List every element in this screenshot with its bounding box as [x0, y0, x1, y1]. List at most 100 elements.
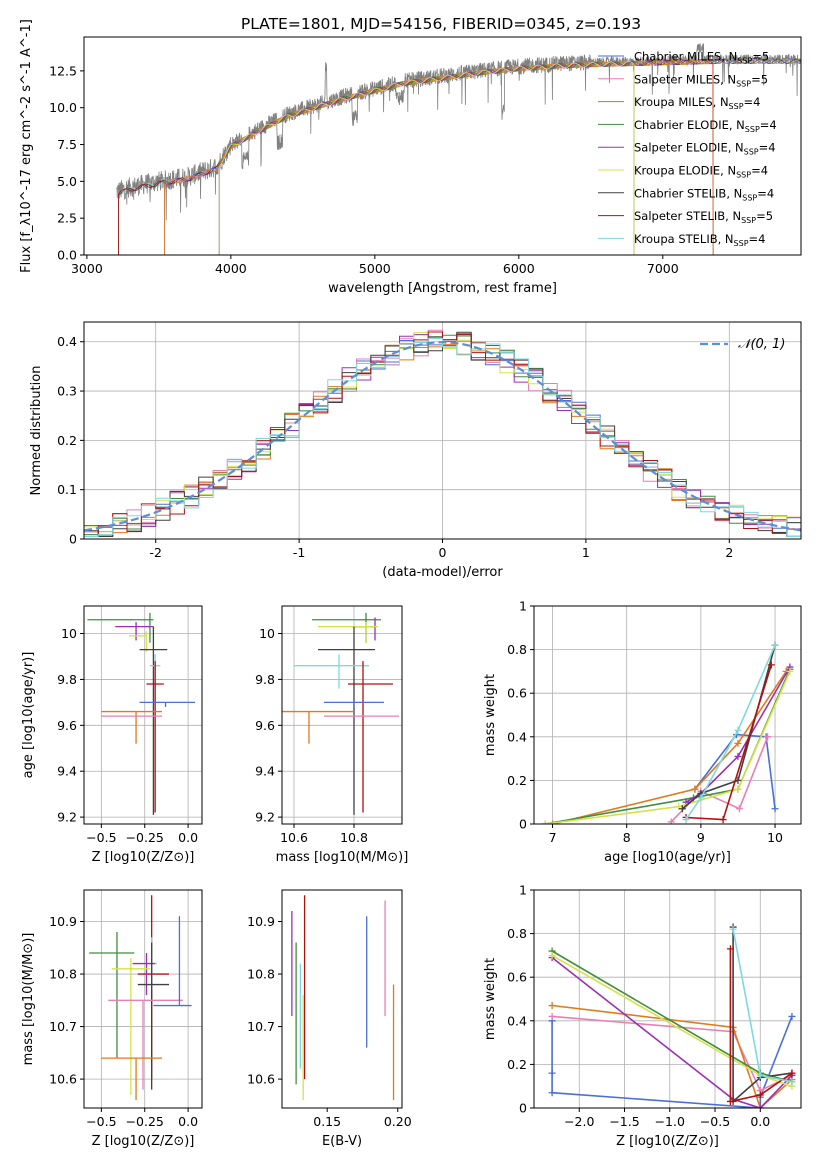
y-tick-label: 10	[259, 626, 275, 641]
axes-frame	[83, 889, 203, 1109]
mass-weight-line	[685, 644, 776, 821]
x-tick-label: 7	[549, 830, 557, 845]
x-axis-label: mass [log10(M/M⊙)]	[276, 850, 409, 865]
model-spectrum	[218, 61, 635, 255]
legend: Chabrier MILES, NSSP=5 Salpeter MILES, NS…	[598, 50, 777, 248]
y-tick-label: 0	[519, 1101, 527, 1116]
y-tick-label: 0.1	[57, 482, 77, 497]
y-tick-label: 0.3	[57, 384, 77, 399]
y-tick-label: 10.7	[247, 1019, 275, 1034]
mass-weight-line	[685, 666, 791, 803]
mass-weight-line	[732, 929, 793, 1083]
point-marker	[771, 805, 779, 813]
y-tick-label: 1	[519, 883, 527, 898]
y-tick-label: 10.8	[247, 967, 275, 982]
mass-weight-line	[544, 671, 791, 824]
y-tick-label: 2.5	[57, 211, 77, 226]
point-marker	[726, 945, 734, 953]
x-tick-label: −0.25	[126, 830, 164, 845]
legend-label: Chabrier ELODIE, NSSP=4	[634, 118, 777, 134]
x-tick-label: 0.20	[384, 1114, 412, 1129]
x-axis-label: E(B-V)	[322, 1134, 362, 1149]
y-tick-label: 7.5	[57, 137, 77, 152]
y-axis-label: mass weight	[483, 674, 498, 756]
x-tick-label: 2	[725, 545, 733, 560]
mass-weight-line	[694, 733, 776, 809]
panel-mass_weight_vs_age: 7 8 9 10 0 0.2 0.4 0.6 0.8 1 age [log10(age/yr)] ma…	[483, 599, 802, 865]
x-axis-label: wavelength [Angstrom, rest frame]	[328, 281, 557, 296]
y-tick-label: 0.4	[507, 729, 527, 744]
x-tick-label: 7000	[647, 261, 679, 276]
x-tick-label: 0.0	[178, 1114, 198, 1129]
y-tick-label: 9.8	[57, 672, 77, 687]
axes-frame	[281, 605, 403, 825]
point-marker	[771, 641, 779, 649]
plot-area	[87, 612, 196, 815]
axes-frame	[533, 889, 802, 1109]
y-tick-label: 5.0	[57, 174, 77, 189]
plot-area	[291, 895, 395, 1101]
y-tick-label: 0.4	[507, 1013, 527, 1028]
mass-weight-line	[544, 668, 791, 824]
panel-residuals: 𝒩(0, 1) -2 -1 0 1 2 0 0.1 0.2 0.3 0.4 (data-model)/…	[29, 321, 802, 580]
point-marker	[735, 805, 743, 813]
x-tick-label: 9	[697, 830, 705, 845]
histogram-series	[84, 331, 801, 537]
x-axis-label: age [log10(age/yr)]	[604, 850, 731, 865]
x-tick-label: 6000	[503, 261, 535, 276]
y-tick-label: 0.8	[507, 926, 527, 941]
x-tick-label: 0.15	[313, 1114, 341, 1129]
point-marker	[788, 1069, 796, 1077]
y-tick-label: 10.9	[49, 914, 77, 929]
point-marker	[678, 805, 686, 813]
point-marker	[764, 733, 772, 741]
mass-weight-line	[551, 1016, 793, 1108]
mass-weight-line	[732, 927, 793, 1104]
x-tick-label: -2	[149, 545, 161, 560]
x-tick-label: 4000	[215, 261, 247, 276]
point-marker	[682, 816, 690, 824]
point-marker	[729, 925, 737, 933]
x-tick-label: 5000	[359, 261, 391, 276]
x-tick-label: −1.5	[609, 1114, 639, 1129]
plot-area	[541, 641, 794, 824]
y-axis-label: mass [log10(M/M⊙)]	[21, 933, 36, 1066]
point-marker	[675, 803, 683, 811]
legend-label: 𝒩(0, 1)	[738, 337, 785, 352]
x-tick-label: −0.25	[126, 1114, 164, 1129]
point-marker	[788, 1012, 796, 1020]
model-spectrum	[164, 58, 801, 255]
model-spectrum	[118, 59, 714, 255]
point-marker	[549, 820, 557, 824]
y-tick-label: 10.0	[49, 100, 77, 115]
point-marker	[548, 1002, 556, 1010]
y-tick-label: 9.2	[255, 810, 275, 825]
model-spectrum	[164, 58, 714, 255]
point-marker	[719, 816, 727, 824]
axes-frame	[533, 605, 802, 825]
y-tick-label: 0.6	[507, 970, 527, 985]
y-tick-label: 0.2	[57, 433, 77, 448]
y-tick-label: 9.4	[57, 764, 77, 779]
model-spectrum	[164, 58, 801, 255]
x-tick-label: −0.5	[700, 1114, 730, 1129]
panel-age_vs_mass: 10.6 10.8 9.2 9.4 9.6 9.8 10 mass [log10(M/M⊙)]	[255, 605, 409, 865]
y-tick-label: 10.6	[49, 1072, 77, 1087]
gaussian-curve	[84, 341, 801, 532]
legend-label: Chabrier STELIB, NSSP=4	[634, 186, 774, 202]
plot-area	[548, 923, 796, 1108]
x-tick-label: 10.8	[340, 830, 368, 845]
panel-spectrum: Chabrier MILES, NSSP=5 Salpeter MILES, NS…	[19, 19, 802, 296]
mass-weight-line	[729, 948, 793, 1103]
x-tick-label: 0.0	[750, 1114, 770, 1129]
x-tick-label: −1.0	[655, 1114, 685, 1129]
point-marker	[697, 794, 705, 802]
panel-mass_vs_EBV: 0.15 0.20 10.6 10.7 10.8 10.9 E(B-V)	[247, 889, 412, 1149]
x-tick-label: 0	[439, 545, 447, 560]
x-tick-label: 1	[582, 545, 590, 560]
y-tick-label: 0	[519, 817, 527, 832]
point-marker	[541, 820, 549, 824]
point-marker	[734, 752, 742, 760]
y-axis-label: Flux [f_λ10^-17 erg cm^-2 s^-1 A^-1]	[19, 19, 34, 273]
point-marker	[734, 726, 742, 734]
